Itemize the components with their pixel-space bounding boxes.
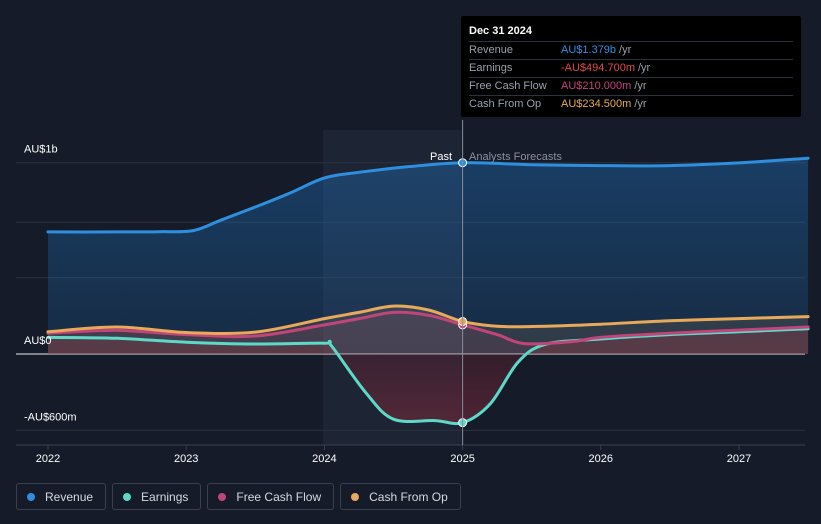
tooltip-label: Earnings (469, 62, 513, 74)
legend-dot-icon (351, 492, 360, 501)
legend-item-cash-from-op[interactable]: Cash From Op (340, 483, 461, 510)
x-tick-label: 2023 (174, 453, 198, 465)
tooltip-value: AU$1.379b (561, 44, 617, 56)
tooltip-unit: /yr (619, 44, 632, 56)
y-tick-label: AU$1b (24, 144, 58, 156)
legend-label: Earnings (141, 489, 189, 504)
legend-item-earnings[interactable]: Earnings (112, 483, 202, 510)
tooltip-value: AU$234.500m (561, 98, 632, 110)
legend: Revenue Earnings Free Cash Flow Cash Fro… (16, 483, 461, 510)
tooltip-unit: /yr (638, 62, 651, 74)
area-fills (48, 158, 809, 424)
tooltip-label: Revenue (469, 44, 514, 56)
y-axis-labels: AU$1b AU$0 -AU$600m (24, 144, 77, 424)
tooltip-date: Dec 31 2024 (469, 24, 793, 42)
tooltip-label: Free Cash Flow (469, 80, 547, 92)
tooltip-row-cash-from-op: Cash From Op AU$234.500m /yr (469, 96, 793, 113)
legend-label: Free Cash Flow (236, 489, 322, 504)
past-label: Past (430, 151, 452, 163)
tooltip-unit: /yr (634, 80, 647, 92)
area-earnings (48, 328, 809, 424)
legend-label: Revenue (45, 489, 94, 504)
x-tick-label: 2026 (589, 453, 613, 465)
x-tick-label: 2025 (450, 453, 474, 465)
tooltip-label: Cash From Op (469, 98, 542, 110)
y-tick-label: AU$0 (24, 335, 52, 347)
tooltip: Dec 31 2024 Revenue AU$1.379b /yr Earnin… (461, 16, 801, 117)
x-tick-label: 2024 (312, 453, 336, 465)
line-free-cash-flow (46, 310, 810, 346)
line-cash-from-op (46, 304, 810, 336)
area-revenue (48, 158, 809, 354)
x-tick-label: 2027 (727, 453, 751, 465)
y-tick-label: -AU$600m (24, 411, 77, 423)
legend-label: Cash From Op (369, 489, 448, 504)
series-lines (46, 156, 810, 426)
line-revenue (46, 156, 810, 234)
x-tick-label: 2022 (36, 453, 60, 465)
legend-item-revenue[interactable]: Revenue (16, 483, 107, 510)
forecast-label: Analysts Forecasts (469, 151, 562, 163)
tooltip-row-revenue: Revenue AU$1.379b /yr (469, 42, 793, 60)
area-cash-from-op (48, 306, 809, 354)
legend-dot-icon (27, 492, 35, 501)
tooltip-value: AU$210.000m (561, 80, 632, 92)
tooltip-row-free-cash-flow: Free Cash Flow AU$210.000m /yr (469, 78, 793, 96)
tooltip-row-earnings: Earnings -AU$494.700m /yr (469, 60, 793, 78)
hover-markers (458, 120, 468, 445)
legend-item-free-cash-flow[interactable]: Free Cash Flow (207, 483, 335, 510)
line-earnings (46, 327, 810, 426)
x-axis-labels: 2022 2023 2024 2025 2026 2027 (36, 445, 751, 465)
tooltip-unit: /yr (634, 98, 647, 110)
tooltip-value: -AU$494.700m (561, 62, 635, 74)
legend-dot-icon (123, 492, 132, 501)
legend-dot-icon (218, 492, 227, 501)
